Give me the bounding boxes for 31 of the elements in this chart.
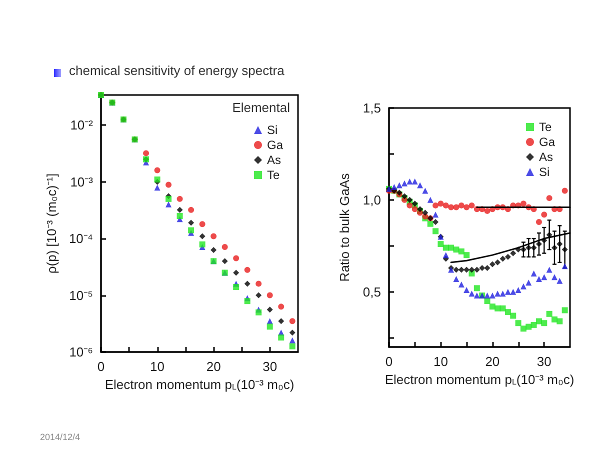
x-axis-title: Electron momentum pL(10⁻³ m₀c) [104,376,294,392]
x-tick-label: 20 [485,354,500,369]
x-axis-title: Electron momentum pL(10⁻³ m₀c) [384,372,574,387]
y-tick-label: 0,5 [362,284,381,300]
x-tick-label: 20 [206,359,221,374]
y-tick-label: 10⁻⁴ [68,231,93,246]
y-tick-label: 10⁻³ [70,174,94,190]
legend-label: Si [266,123,278,137]
legend-label: Ga [266,138,284,152]
y-tick-label: 10⁻⁵ [69,288,93,303]
legend-label: Si [538,165,550,179]
y-axis-title: Ratio to bulk GaAs [337,172,352,282]
legend-label: Te [538,120,552,134]
legend-label: Te [266,168,280,182]
y-tick-label: 10⁻² [70,118,94,133]
x-tick-label: 30 [262,359,278,374]
legend-label: As [538,150,554,164]
legend-label: As [266,153,282,167]
chart-title: chemical sensitivity of energy spectra [69,63,284,78]
y-tick-label: 10⁻⁶ [69,344,93,360]
y-tick-label: 1,5 [362,100,381,116]
x-tick-label: 10 [433,354,448,369]
y-axis-title: ρ(p) [10⁻³ (m₀c)⁻¹] [44,173,60,274]
x-tick-label: 0 [385,354,393,369]
legend-title: Elemental [232,100,290,115]
text: 2014/12/4 [40,432,80,442]
x-tick-label: 10 [150,359,165,374]
y-tick-label: 1,0 [362,192,381,208]
legend-label: Ga [538,135,556,149]
x-tick-label: 30 [536,354,552,369]
x-tick-label: 0 [97,359,105,374]
